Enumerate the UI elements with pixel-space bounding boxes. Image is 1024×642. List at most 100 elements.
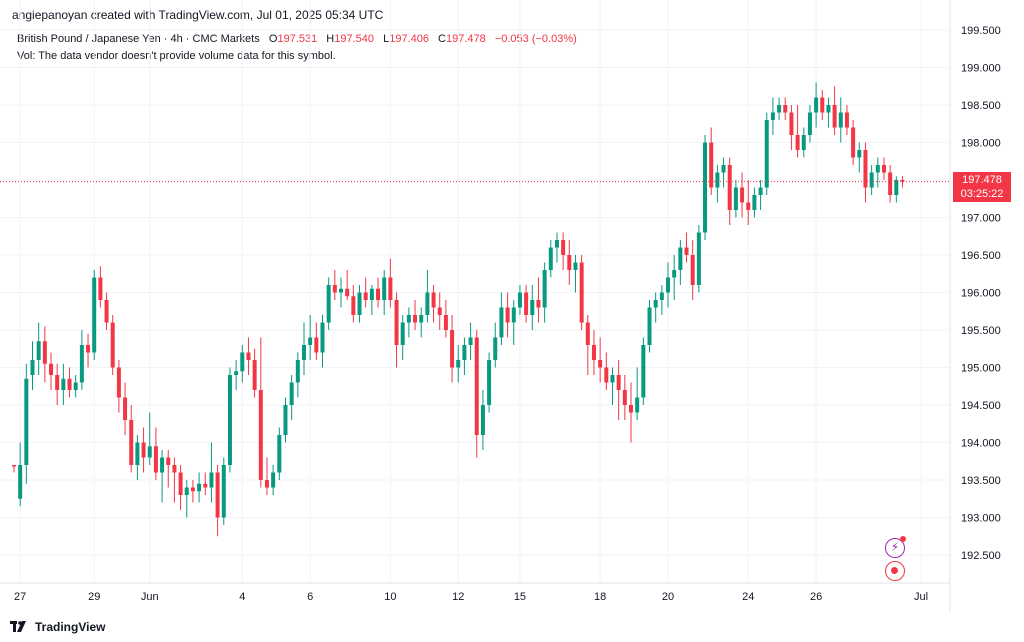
candle [820, 90, 825, 120]
candle [783, 97, 788, 120]
candle-body [141, 442, 146, 458]
candle [406, 307, 411, 338]
price-axis: 199.500199.000198.500198.000197.500197.0… [961, 25, 1001, 562]
candle [684, 232, 689, 263]
low-label: L [383, 33, 390, 45]
time-tick-label: 12 [452, 591, 464, 603]
price-tick-label: 194.000 [961, 438, 1001, 450]
time-tick-label: Jun [141, 591, 159, 603]
candle-body [246, 352, 251, 360]
candle [721, 157, 726, 188]
candle [610, 367, 615, 405]
candle [339, 277, 344, 308]
symbol-title[interactable]: British Pound / Japanese Yen · 4h · CMC … [17, 33, 260, 45]
candle [400, 315, 405, 360]
candle [36, 322, 41, 375]
candle [419, 307, 424, 338]
candle [832, 86, 837, 135]
last-price-value: 197.478 [962, 174, 1002, 186]
candle-body [283, 405, 288, 435]
candle [530, 285, 535, 330]
candle-body [388, 277, 393, 300]
candle [696, 225, 701, 293]
candle-body [875, 165, 880, 173]
candle [289, 375, 294, 420]
candle-body [67, 378, 72, 390]
candle-body [653, 300, 658, 308]
lightning-icon[interactable]: ⚡ [885, 536, 906, 558]
last-price-tag: 197.478 03:25:22 [953, 172, 1011, 202]
candle-body [591, 345, 596, 360]
candle-body [252, 360, 257, 390]
candle-body [869, 172, 874, 188]
candle [55, 363, 60, 405]
time-tick-label: 29 [88, 591, 100, 603]
candle [604, 352, 609, 390]
candle-body [295, 360, 300, 383]
candle [752, 187, 757, 218]
candle-body [820, 97, 825, 113]
candle [234, 360, 239, 390]
candle [709, 127, 714, 195]
candle [758, 180, 763, 210]
candle [172, 457, 177, 503]
candle [295, 352, 300, 398]
alert-target-icon[interactable] [885, 561, 905, 581]
candle-body [123, 397, 128, 420]
candle [900, 176, 905, 188]
candle [789, 105, 794, 150]
candle-body [672, 270, 677, 278]
candle [703, 135, 708, 240]
candle [524, 285, 529, 323]
price-tick-label: 193.000 [961, 513, 1001, 525]
candle [881, 157, 886, 180]
candle-body [789, 112, 794, 135]
candle [79, 330, 84, 390]
candle [437, 292, 442, 330]
candle-body [184, 487, 189, 495]
candle [425, 270, 430, 323]
candle [579, 255, 584, 330]
candle [30, 341, 35, 390]
time-tick-label: 15 [514, 591, 526, 603]
candle-body [795, 135, 800, 150]
candle-body [240, 352, 245, 372]
candle-body [12, 465, 16, 467]
candle [326, 277, 331, 330]
candle-body [517, 292, 522, 308]
candle [851, 120, 856, 165]
candle-body [703, 142, 708, 233]
candle-body [443, 315, 448, 330]
candle [147, 412, 152, 465]
candle-body [733, 187, 738, 210]
change-value: −0.053 (−0.03%) [494, 33, 577, 45]
candle [635, 367, 640, 420]
candle [123, 382, 128, 435]
candle-body [79, 345, 84, 383]
brand-logo[interactable]: TradingView [10, 620, 105, 634]
candles-layer [12, 82, 905, 537]
candle [733, 180, 738, 218]
candle [542, 262, 547, 323]
candle-body [641, 345, 646, 398]
candle-body [709, 142, 714, 188]
tradingview-logo-icon [10, 621, 26, 632]
candle [740, 172, 745, 218]
candle [264, 457, 269, 495]
candle [12, 465, 16, 473]
candle-body [456, 360, 461, 368]
candle-body [462, 345, 467, 360]
candle [875, 157, 880, 188]
candle [209, 442, 214, 503]
candle-body [888, 172, 893, 195]
candle-body [635, 397, 640, 413]
candle-body [450, 330, 455, 368]
candle-body [764, 120, 769, 188]
candle-body [696, 232, 701, 285]
candle [487, 352, 492, 413]
candle-body [332, 285, 337, 293]
candle-body [857, 150, 862, 158]
candle-body [616, 375, 621, 390]
candle-body [567, 255, 572, 270]
